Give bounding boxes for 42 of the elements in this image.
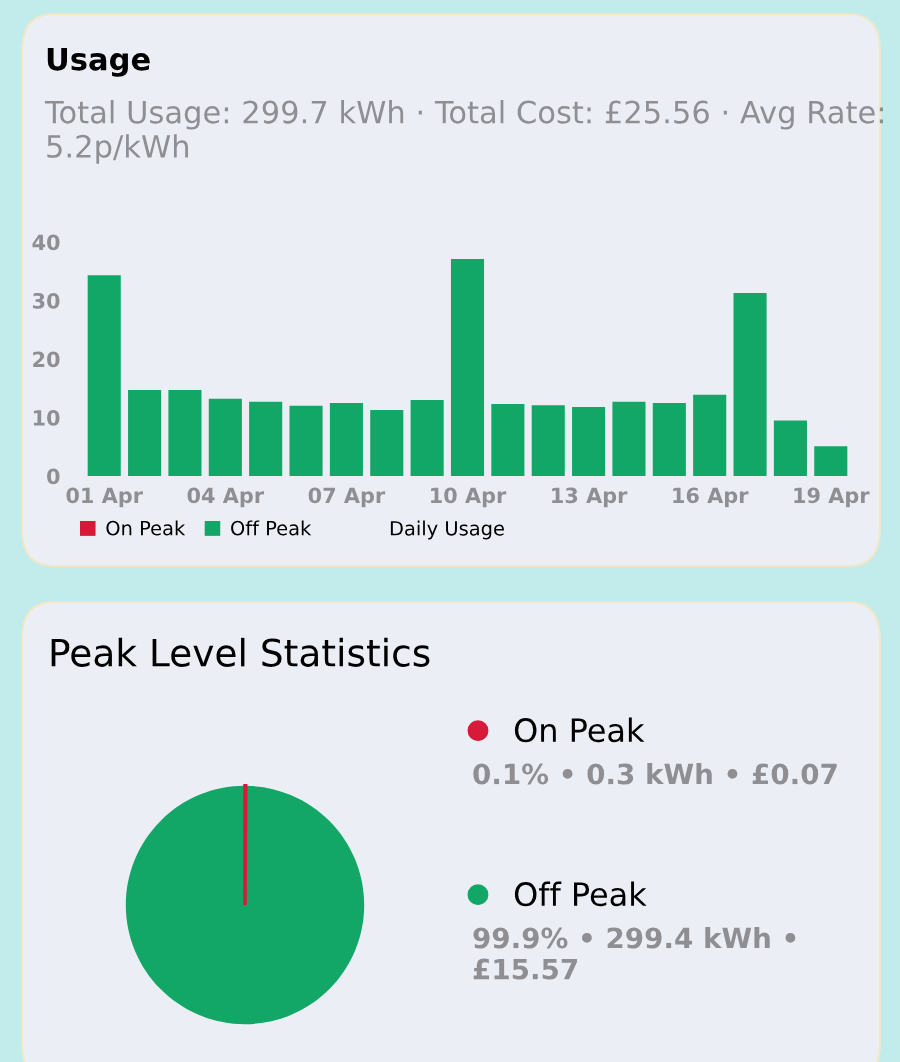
bar (531, 405, 565, 476)
bar (168, 390, 202, 476)
x-tick-label: 01 Apr (66, 487, 143, 508)
x-tick-label: 13 Apr (552, 487, 628, 508)
bar (733, 292, 767, 476)
y-tick-label: 30 (32, 292, 60, 309)
bar (814, 446, 848, 476)
pie-slice (125, 785, 365, 1025)
x-tick-label: 19 Apr (794, 487, 870, 508)
legend-label: Off Peak (514, 881, 647, 907)
bar (370, 409, 404, 476)
legend-label: On Peak (514, 717, 645, 743)
bar (612, 401, 646, 476)
legend-label: Off Peak (231, 520, 312, 536)
x-tick-label: 04 Apr (187, 487, 265, 508)
bar (572, 406, 606, 476)
bar (491, 404, 525, 476)
bar (693, 394, 727, 476)
y-tick-label: 0 (47, 468, 60, 485)
chart-subtitle: Total Usage: 299.7 kWh · Total Cost: £25.56 · Avg Rate: 5.2p/kWh (44, 100, 884, 164)
bar (773, 420, 807, 476)
bar (289, 405, 323, 476)
bar (208, 398, 242, 476)
chart-title: Usage (47, 47, 150, 77)
bar (249, 401, 283, 476)
text: 99.9% • 299.4 kWh • £15.57 (473, 927, 796, 980)
text: 0.1% • 0.3 kWh • £0.07 (473, 763, 837, 785)
legend-label: On Peak (106, 520, 186, 536)
bar (329, 402, 363, 476)
text: Daily Usage (390, 520, 504, 540)
y-tick-label: 40 (32, 234, 60, 251)
y-tick-label: 20 (33, 351, 60, 368)
bar (87, 275, 121, 476)
x-tick-label: 07 Apr (308, 487, 386, 508)
bar (410, 399, 444, 476)
bar (128, 390, 162, 476)
x-tick-label: 10 Apr (431, 487, 507, 508)
y-tick-label: 10 (33, 409, 60, 426)
x-tick-label: 16 Apr (673, 487, 749, 508)
bar (450, 258, 485, 476)
chart-title: Peak Level Statistics (51, 637, 430, 667)
bar (652, 402, 686, 476)
